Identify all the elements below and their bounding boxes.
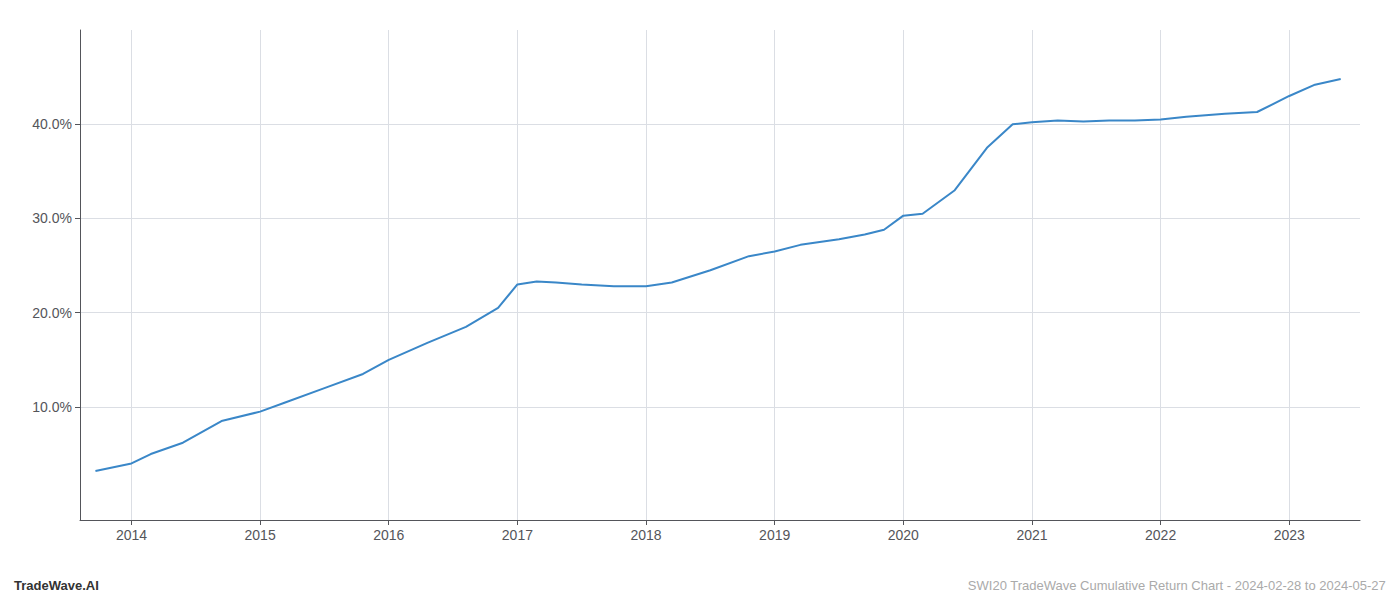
svg-text:2015: 2015 [245, 527, 276, 543]
svg-text:2016: 2016 [373, 527, 404, 543]
svg-text:2017: 2017 [502, 527, 533, 543]
svg-text:10.0%: 10.0% [32, 399, 72, 415]
svg-text:2019: 2019 [759, 527, 790, 543]
svg-text:2014: 2014 [116, 527, 147, 543]
svg-text:TradeWave.AI: TradeWave.AI [14, 578, 99, 593]
svg-text:30.0%: 30.0% [32, 210, 72, 226]
svg-text:20.0%: 20.0% [32, 305, 72, 321]
svg-text:2022: 2022 [1145, 527, 1176, 543]
svg-text:SWI20 TradeWave Cumulative Ret: SWI20 TradeWave Cumulative Return Chart … [968, 578, 1386, 593]
svg-text:2020: 2020 [888, 527, 919, 543]
svg-text:2021: 2021 [1016, 527, 1047, 543]
svg-text:2018: 2018 [630, 527, 661, 543]
svg-text:40.0%: 40.0% [32, 116, 72, 132]
svg-text:2023: 2023 [1274, 527, 1305, 543]
